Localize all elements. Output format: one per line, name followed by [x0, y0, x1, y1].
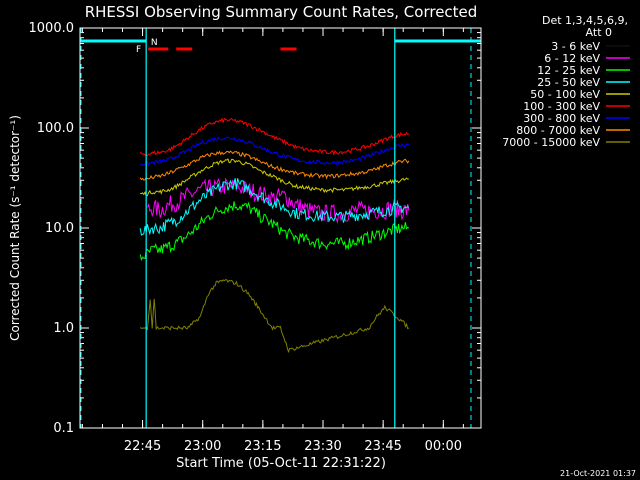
legend-label: 50 - 100 keV: [530, 88, 600, 101]
x-axis-label: Start Time (05-Oct-11 22:31:22): [176, 456, 386, 471]
y-tick-label: 100.0: [37, 121, 74, 136]
series-line-100-300-kev: [139, 117, 410, 157]
legend-label: 800 - 7000 keV: [516, 124, 600, 137]
legend-label: 3 - 6 keV: [551, 40, 600, 53]
legend-label: 6 - 12 keV: [544, 52, 600, 65]
series-line-12-25-kev: [139, 201, 410, 262]
x-tick-label: 00:00: [425, 439, 462, 454]
legend-label: 25 - 50 keV: [537, 76, 600, 89]
series-line-300-800-kev: [140, 136, 409, 167]
legend-label: 300 - 800 keV: [523, 112, 600, 125]
legend-label: 7000 - 15000 keV: [502, 136, 600, 149]
x-tick-label: 23:00: [184, 439, 221, 454]
x-tick-label: 23:45: [364, 439, 401, 454]
series-line-50-100-kev: [140, 158, 409, 197]
flare-flag-label: F: [136, 45, 141, 55]
y-tick-label: 10.0: [45, 221, 74, 236]
series-line-800-7000-kev: [139, 150, 410, 181]
legend-header: Det 1,3,4,5,6,9,: [542, 14, 628, 27]
night-flag-label: N: [151, 38, 158, 48]
series-line-7000-15000-kev: [139, 279, 410, 354]
legend-header-att: Att 0: [586, 26, 612, 39]
y-axis-label: Corrected Count Rate (s⁻¹ detector⁻¹): [8, 115, 22, 341]
y-tick-label: 0.1: [53, 421, 74, 436]
series-line-25-50-kev: [139, 178, 410, 236]
series-lines: [139, 117, 410, 354]
observing-flags: FN: [80, 28, 481, 428]
chart-title: RHESSI Observing Summary Count Rates, Co…: [85, 3, 478, 21]
x-tick-label: 22:45: [124, 439, 161, 454]
legend-label: 100 - 300 keV: [523, 100, 600, 113]
plot-frame: [79, 27, 482, 429]
series-line-3-6-kev: [139, 194, 410, 303]
y-tick-label: 1000.0: [29, 21, 75, 36]
legend-label: 12 - 25 keV: [537, 64, 600, 77]
timestamp: 21-Oct-2021 01:37: [560, 469, 636, 478]
y-tick-label: 1.0: [53, 321, 74, 336]
x-tick-label: 23:15: [244, 439, 281, 454]
x-tick-label: 23:30: [304, 439, 341, 454]
